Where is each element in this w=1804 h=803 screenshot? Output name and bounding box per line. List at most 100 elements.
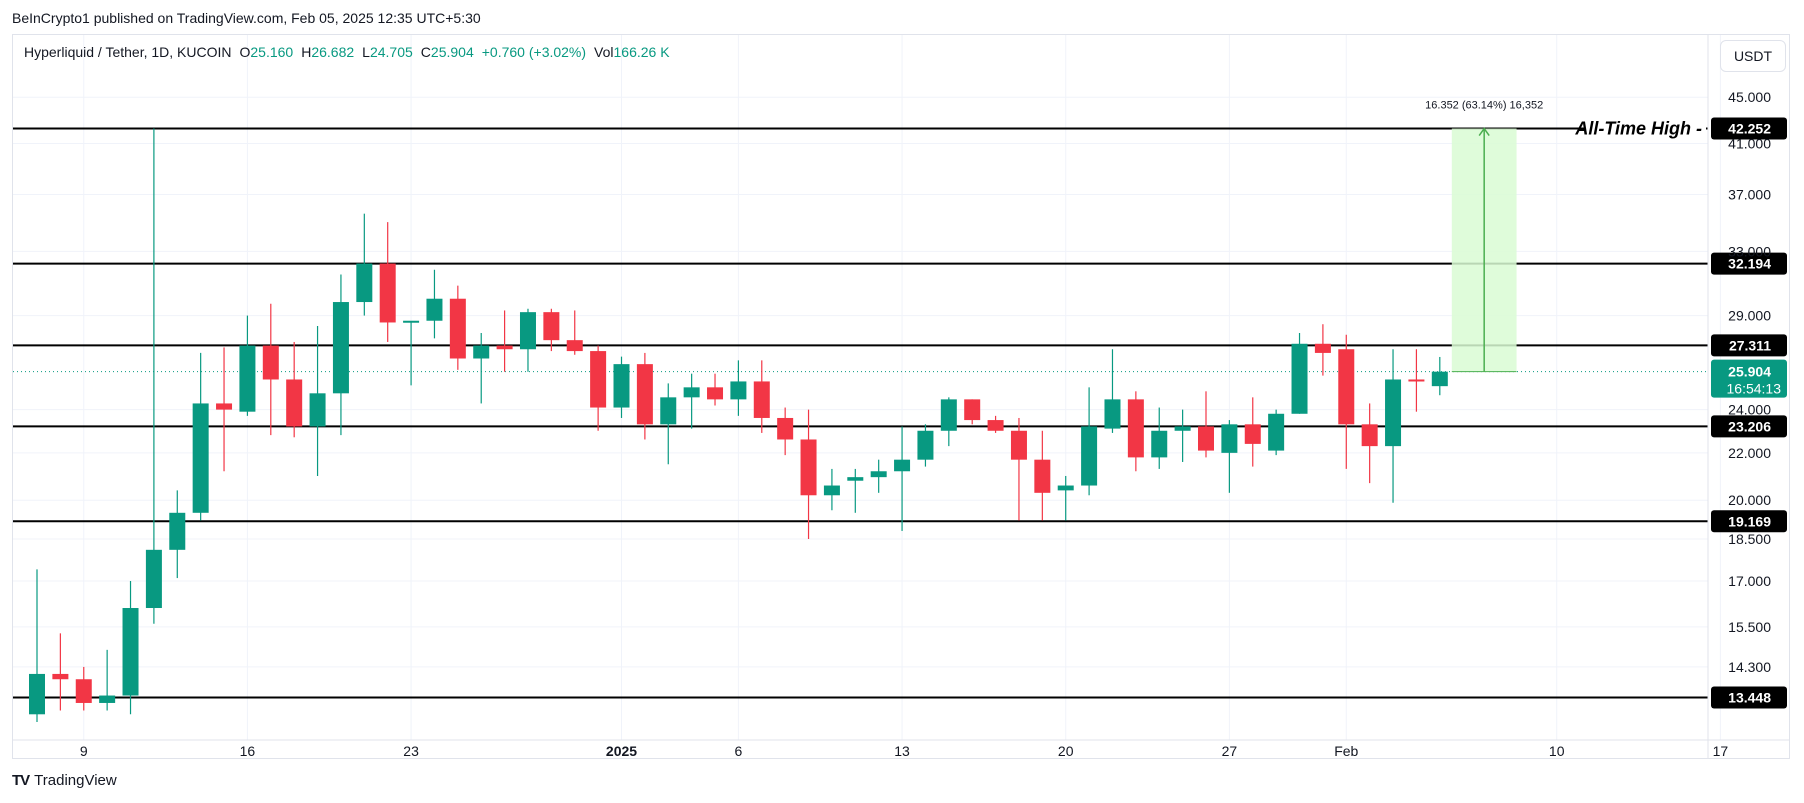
- candle-body: [496, 345, 513, 350]
- candle-body: [566, 340, 583, 352]
- candle-body: [800, 439, 817, 496]
- candle-body: [449, 298, 466, 359]
- y-tick-label: 22.000: [1728, 445, 1771, 461]
- y-tick-label: 20.000: [1728, 492, 1771, 508]
- level-label: 23.206: [1728, 418, 1771, 434]
- level-label-box: [1711, 415, 1787, 438]
- candle-body: [753, 381, 770, 418]
- candle-body: [1431, 371, 1448, 387]
- all-time-high-label: All-Time High -: [1574, 119, 1702, 139]
- x-tick-label: 2025: [606, 743, 637, 759]
- x-tick-label: 9: [80, 743, 88, 759]
- low-value: 24.705: [369, 44, 413, 60]
- x-tick-label: 20: [1058, 743, 1074, 759]
- x-tick-label: 6: [735, 743, 743, 759]
- candle-body: [1361, 424, 1378, 447]
- candle-body: [309, 393, 326, 427]
- current-price-label: 25.904: [1728, 364, 1771, 380]
- candle-body: [870, 471, 887, 478]
- candle-body: [332, 302, 349, 394]
- candle-body: [75, 679, 92, 703]
- x-tick-label: 10: [1549, 743, 1565, 759]
- y-tick-label: 45.000: [1728, 89, 1771, 105]
- candle-body: [379, 263, 396, 323]
- candle-body: [262, 345, 279, 380]
- candle-body: [823, 485, 840, 496]
- candle-body: [660, 397, 677, 425]
- x-tick-label: Feb: [1334, 743, 1358, 759]
- candle-body: [683, 387, 700, 398]
- candle-body: [613, 364, 630, 408]
- candle-body: [29, 673, 45, 715]
- x-tick-label: 27: [1222, 743, 1238, 759]
- annotation-bg: [1584, 116, 1706, 141]
- symbol-legend: Hyperliquid / Tether, 1D, KUCOIN O25.160 H…: [24, 44, 670, 60]
- grid-lines: [13, 35, 1721, 740]
- candle-body: [590, 351, 607, 408]
- publish-info: BeInCrypto1 published on TradingView.com…: [12, 10, 481, 26]
- candle-body: [473, 345, 490, 359]
- price-range-measure: 16.352 (63.14%) 16,352: [1425, 100, 1543, 373]
- change-value: +0.760 (+3.02%): [481, 44, 587, 60]
- y-tick-label: 24.000: [1728, 402, 1771, 418]
- candle-body: [356, 263, 373, 303]
- countdown-label: 16:54:13: [1727, 381, 1782, 397]
- candle-body: [169, 512, 186, 550]
- volume-label: Vol: [594, 44, 614, 60]
- candle-body: [1291, 343, 1308, 414]
- candle-body: [543, 312, 560, 341]
- level-label: 13.448: [1728, 689, 1771, 705]
- level-label: 32.194: [1728, 256, 1771, 272]
- current-price-box: [1711, 359, 1787, 398]
- candle-body: [239, 345, 256, 412]
- candle-body: [1198, 426, 1214, 451]
- y-tick-label: 18.500: [1728, 531, 1771, 547]
- currency-button[interactable]: USDT: [1720, 40, 1786, 72]
- y-tick-label: 14.300: [1728, 659, 1771, 675]
- y-tick-label: 29.000: [1728, 308, 1771, 324]
- level-label: 27.311: [1729, 337, 1771, 353]
- candle-body: [99, 695, 116, 703]
- high-label: H: [301, 44, 312, 60]
- candle-body: [1174, 426, 1191, 431]
- brand-name: TradingView: [34, 772, 117, 789]
- y-tick-label: 37.000: [1728, 186, 1771, 202]
- level-label: 19.169: [1728, 513, 1771, 529]
- candle-body: [917, 430, 934, 460]
- price-axis: 45.000 41.000 37.000 33.000 29.000 24.000 22.0…: [1707, 35, 1771, 758]
- open-label: O: [239, 44, 251, 60]
- candle-body: [145, 549, 162, 609]
- candle-body: [964, 399, 981, 421]
- tradingview-logo-icon: TV: [12, 772, 30, 789]
- symbol-name[interactable]: Hyperliquid / Tether, 1D, KUCOIN: [24, 44, 232, 60]
- candle-body: [847, 477, 864, 481]
- level-label-box: [1711, 117, 1787, 140]
- y-tick-label: 17.000: [1728, 573, 1771, 589]
- candle-body: [987, 420, 1004, 431]
- volume-value: 166.26 K: [613, 44, 670, 60]
- level-label: 42.252: [1728, 121, 1771, 137]
- candle-body: [894, 459, 911, 472]
- level-label-box: [1711, 686, 1787, 709]
- candle-body: [1127, 399, 1144, 458]
- x-tick-label: 16: [240, 743, 256, 759]
- chart-frame: [12, 34, 1790, 759]
- high-value: 26.682: [311, 44, 355, 60]
- candle-body: [192, 403, 209, 513]
- candle-body: [1338, 349, 1355, 425]
- tradingview-brand[interactable]: TV TradingView: [12, 772, 117, 789]
- open-value: 25.160: [250, 44, 294, 60]
- measure-label: 16.352 (63.14%) 16,352: [1425, 100, 1543, 112]
- candle-body: [519, 312, 536, 350]
- candlesticks: [29, 128, 1448, 722]
- candle-body: [1385, 379, 1402, 447]
- candle-body: [636, 364, 653, 425]
- candle-body: [286, 379, 303, 427]
- measure-arrow-head: [1478, 127, 1490, 136]
- candle-body: [52, 673, 69, 680]
- candle-body: [1081, 426, 1098, 486]
- level-label-box: [1711, 334, 1787, 357]
- y-tick-label: 33.000: [1728, 243, 1771, 259]
- candle-body: [1104, 399, 1121, 429]
